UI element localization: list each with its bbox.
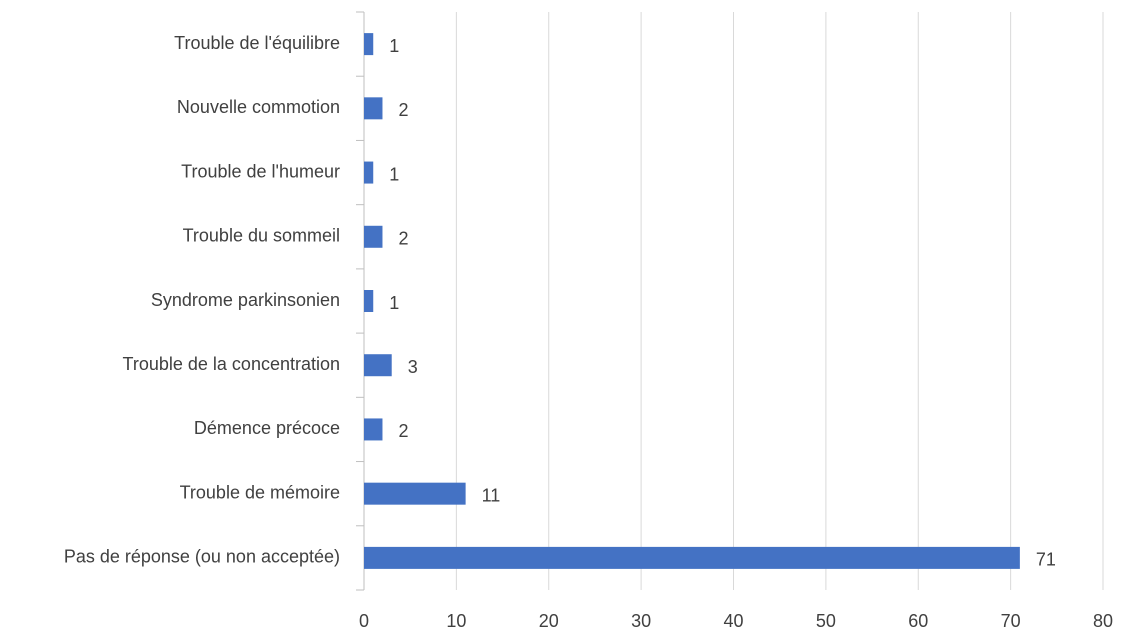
data-label: 11 xyxy=(482,485,501,505)
y-tick-label: Nouvelle commotion xyxy=(177,97,340,117)
bar xyxy=(364,97,383,120)
bar xyxy=(364,225,383,248)
data-label: 71 xyxy=(1036,550,1056,570)
data-label: 3 xyxy=(408,357,418,377)
x-tick-label: 30 xyxy=(631,611,651,631)
y-tick-label: Démence précoce xyxy=(194,418,340,438)
x-tick-label: 70 xyxy=(1001,611,1021,631)
bar xyxy=(364,546,1020,569)
y-tick-label: Syndrome parkinsonien xyxy=(151,290,340,310)
y-tick-label: Trouble du sommeil xyxy=(183,226,340,246)
x-tick-label: 60 xyxy=(908,611,928,631)
bar xyxy=(364,33,374,56)
y-tick-label: Trouble de l'équilibre xyxy=(174,33,340,53)
data-label: 1 xyxy=(389,36,399,56)
data-label: 2 xyxy=(398,100,408,120)
data-label: 1 xyxy=(389,293,399,313)
bar xyxy=(364,290,374,312)
y-tick-label: Trouble de l'humeur xyxy=(181,161,340,181)
bar xyxy=(364,418,383,441)
x-tick-label: 0 xyxy=(359,611,369,631)
x-tick-label: 80 xyxy=(1093,611,1113,631)
y-tick-label: Pas de réponse (ou non acceptée) xyxy=(64,547,340,567)
x-tick-label: 20 xyxy=(539,611,559,631)
x-tick-label: 40 xyxy=(723,611,743,631)
bar xyxy=(364,482,466,505)
bar xyxy=(364,161,374,184)
x-tick-label: 10 xyxy=(446,611,466,631)
bar xyxy=(364,354,392,377)
data-label: 1 xyxy=(389,164,399,184)
y-tick-label: Trouble de la concentration xyxy=(123,354,340,374)
data-label: 2 xyxy=(398,229,408,249)
x-tick-label: 50 xyxy=(816,611,836,631)
data-label: 2 xyxy=(398,421,408,441)
y-tick-label: Trouble de mémoire xyxy=(180,482,340,502)
